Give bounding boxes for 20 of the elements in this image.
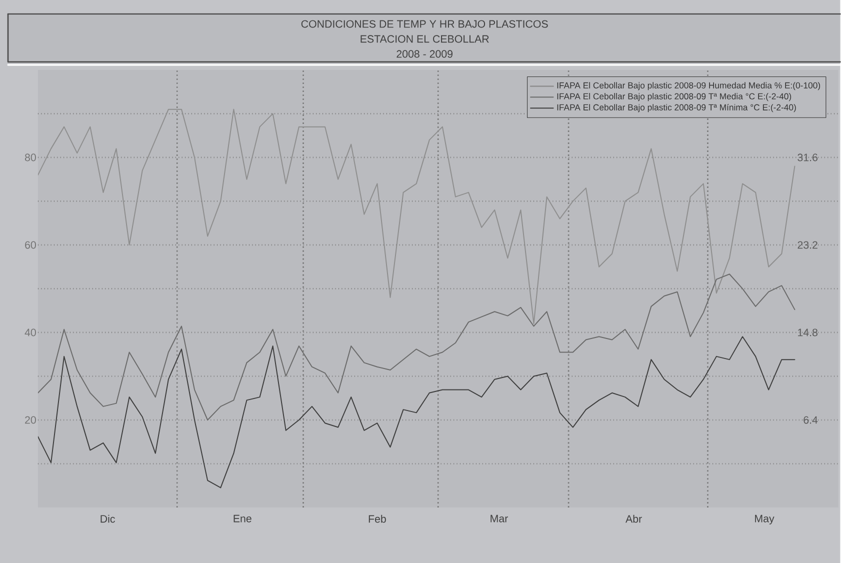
y2-tick-label: 31.6 <box>798 153 818 161</box>
legend-label: IFAPA El Cebollar Bajo plastic 2008-09 Tª Mínima °C E:(-2-40) <box>557 104 796 112</box>
x-tick-label: Feb <box>368 514 386 522</box>
y2-tick-label: 23.2 <box>798 240 818 249</box>
y2-tick-label: 14.8 <box>798 328 818 336</box>
y-tick-label: 40 <box>24 328 36 336</box>
x-tick-label: Mar <box>490 514 508 522</box>
y-tick-label: 20 <box>25 416 36 424</box>
legend-label: IFAPA El Cebollar Bajo plastic 2008-09 Humedad Media % E:(0-100) <box>557 82 820 90</box>
y-tick-label: 60 <box>25 240 36 249</box>
chart-subtitle: ESTACION EL CEBOLLAR <box>360 34 489 43</box>
x-tick-label: Dic <box>100 514 115 522</box>
legend-label: IFAPA El Cebollar Bajo plastic 2008-09 Tª Media °C E:(-2-40) <box>557 92 792 101</box>
x-tick-label: Ene <box>234 514 252 522</box>
x-tick-label: Abr <box>626 514 642 522</box>
y-tick-label: 80 <box>24 153 36 161</box>
x-tick-label: May <box>755 514 774 524</box>
chart-title: CONDICIONES DE TEMP Y HR BAJO PLASTICOS <box>301 20 548 28</box>
text: 2008 - 2009 <box>396 50 453 58</box>
y2-tick-label: 6.4 <box>804 416 818 424</box>
